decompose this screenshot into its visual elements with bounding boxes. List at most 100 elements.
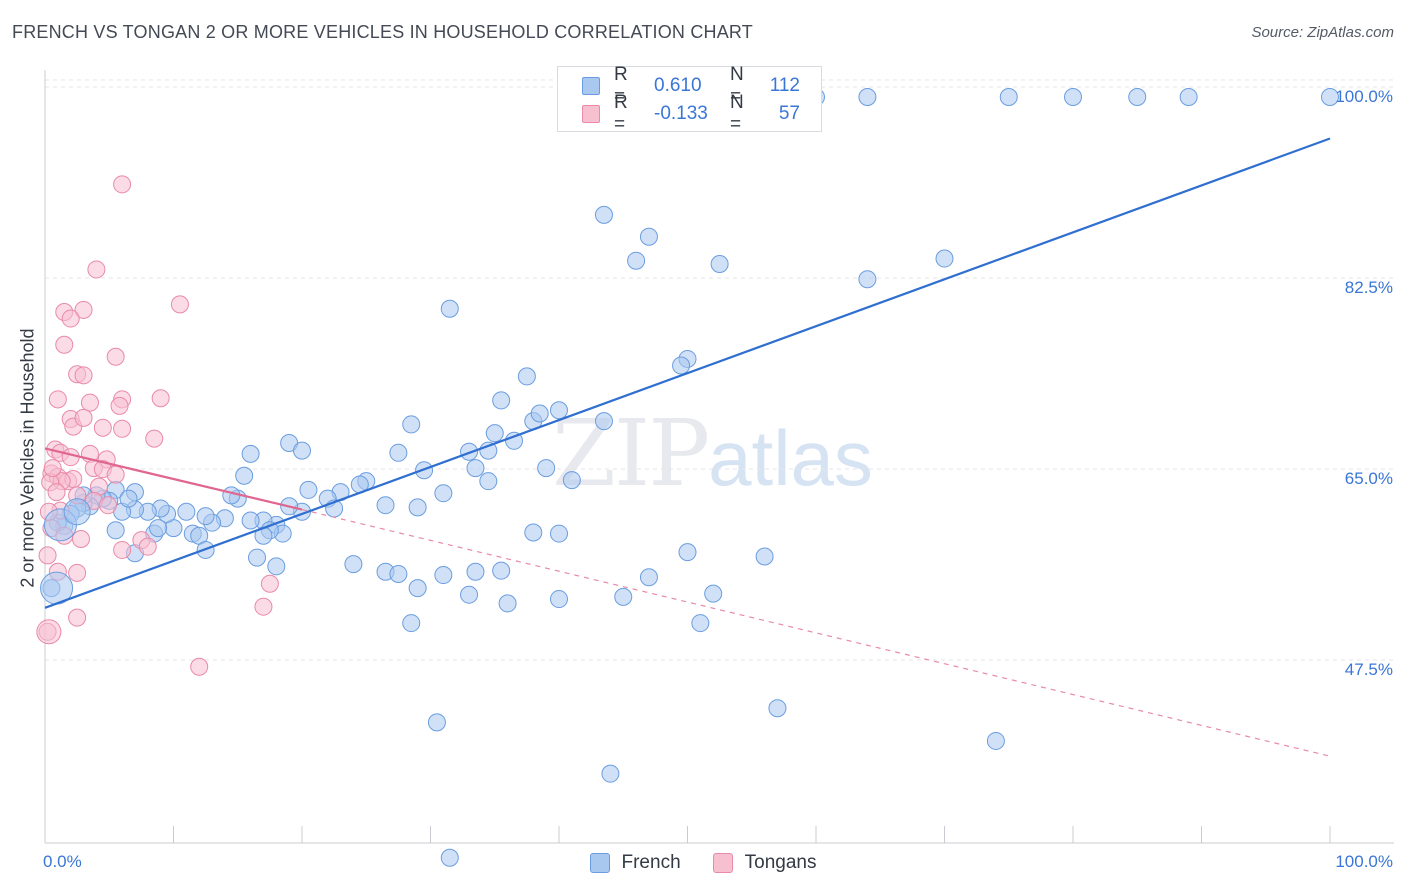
french-point <box>241 511 260 530</box>
french-point <box>594 205 613 224</box>
french-point <box>1321 88 1339 106</box>
tongans-point <box>113 540 132 559</box>
y-tick-label: 65.0% <box>1344 469 1393 488</box>
french-point <box>434 484 453 503</box>
french-point <box>485 424 504 443</box>
french-point <box>389 443 408 462</box>
french-point <box>344 555 363 574</box>
french-point <box>293 441 311 460</box>
french-point <box>492 391 511 410</box>
french-point <box>678 543 697 562</box>
french-point <box>408 498 427 517</box>
tongans-point <box>43 459 62 478</box>
tongans-point <box>68 608 87 627</box>
y-axis-label: 2 or more Vehicles in Household <box>17 328 38 588</box>
french-point <box>222 486 241 505</box>
tongans-point <box>170 295 189 314</box>
french-point <box>858 270 877 289</box>
legend-item-french[interactable]: French <box>589 852 681 874</box>
french-point <box>601 764 620 783</box>
tongans-point <box>61 309 80 328</box>
french-point <box>408 579 427 598</box>
tongans-point <box>61 448 80 467</box>
french-trend-line <box>44 137 1331 609</box>
french-point <box>427 713 446 732</box>
french-point <box>498 594 517 613</box>
french-point <box>402 614 421 633</box>
french-legend-label: French <box>621 852 681 873</box>
french-point <box>376 496 395 515</box>
french-point <box>63 498 91 526</box>
tongans-point <box>145 429 164 448</box>
french-point <box>402 415 421 434</box>
french-point <box>517 367 536 386</box>
french-point <box>768 699 787 718</box>
tongans-point <box>55 335 74 354</box>
tongans-point <box>74 366 93 385</box>
tongans-point <box>36 619 62 645</box>
r-label: R = <box>614 92 628 135</box>
tongans-point <box>93 418 112 437</box>
french-point <box>935 249 954 268</box>
french-point <box>639 568 658 587</box>
french-point <box>986 731 1005 750</box>
x-tick-label-max: 100.0% <box>1335 852 1393 871</box>
tongans-point <box>98 496 117 515</box>
tongans-point <box>106 465 125 484</box>
french-point <box>177 502 196 521</box>
y-tick-label: 47.5% <box>1344 660 1393 679</box>
french-point <box>460 585 479 604</box>
legend-row-tongans: R = -0.133 N = 57 <box>582 92 800 135</box>
french-point <box>755 547 774 566</box>
watermark-atlas: atlas <box>708 414 873 502</box>
legend-row-french: R = 0.610 N = 112 <box>582 64 800 107</box>
french-point <box>550 401 568 420</box>
chart-title: FRENCH VS TONGAN 2 OR MORE VEHICLES IN H… <box>12 22 753 42</box>
french-point <box>235 466 254 485</box>
tongans-point <box>74 408 93 427</box>
n-label: N = <box>730 64 744 107</box>
tongans-trend-line <box>44 447 303 511</box>
french-point <box>492 561 511 580</box>
y-tick-label: 100.0% <box>1335 87 1393 106</box>
tongans-point <box>138 537 157 556</box>
french-point <box>1179 88 1198 106</box>
french-point <box>530 404 549 423</box>
french-point <box>614 587 633 606</box>
tongans-point <box>38 546 57 565</box>
tongans-point <box>74 300 93 319</box>
r-value: -0.133 <box>654 103 708 124</box>
french-point <box>1064 88 1082 106</box>
french-point <box>106 521 125 540</box>
tongans-point <box>190 657 209 676</box>
tongans-point <box>87 260 106 279</box>
watermark: ZIPatlas <box>552 400 873 507</box>
n-label: N = <box>730 92 744 135</box>
french-point <box>537 459 556 478</box>
french-point <box>594 412 613 431</box>
n-value: 112 <box>769 75 800 96</box>
french-point <box>562 471 581 490</box>
french-point <box>672 356 691 375</box>
tongans-point <box>47 483 66 502</box>
tongans-point <box>113 175 132 194</box>
legend-item-tongans[interactable]: Tongans <box>712 852 817 874</box>
french-point <box>149 519 168 538</box>
french-point <box>267 557 286 576</box>
french-point <box>241 444 260 463</box>
french-point <box>550 590 568 609</box>
tongans-point <box>260 574 279 593</box>
french-point <box>999 88 1018 106</box>
tongans-point <box>68 563 87 582</box>
tongans-point <box>80 393 99 412</box>
french-point <box>704 584 723 603</box>
french-point <box>299 480 318 499</box>
french-point <box>389 564 408 583</box>
tongans-point <box>48 390 67 409</box>
french-point <box>1128 88 1147 106</box>
french-point <box>639 227 658 246</box>
french-point <box>119 489 138 508</box>
tongans-legend-label: Tongans <box>744 852 817 873</box>
stats-legend: R = 0.610 N = 112 R = -0.133 N = 57 <box>557 64 822 135</box>
